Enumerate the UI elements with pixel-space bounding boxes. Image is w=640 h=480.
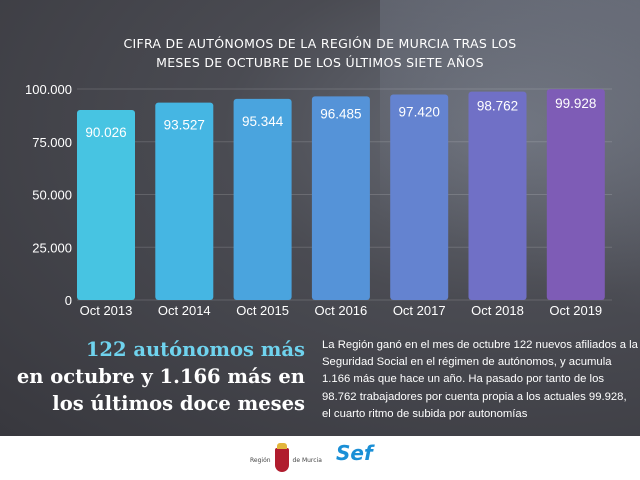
bar <box>390 94 449 300</box>
headline-line: los últimos doce meses <box>52 392 305 415</box>
bar <box>546 89 605 300</box>
y-tick-label: 100.000 <box>25 82 72 97</box>
title-line: CIFRA DE AUTÓNOMOS DE LA REGIÓN DE MURCI… <box>123 36 517 51</box>
y-tick-label: 50.000 <box>32 188 72 203</box>
bar <box>155 102 214 301</box>
data-label: 98.762 <box>477 99 518 114</box>
chart-title: CIFRA DE AUTÓNOMOS DE LA REGIÓN DE MURCI… <box>0 34 640 72</box>
x-tick-label: Oct 2019 <box>549 303 602 318</box>
data-label: 96.485 <box>320 106 361 121</box>
x-tick-label: Oct 2017 <box>393 303 446 318</box>
y-tick-label: 25.000 <box>32 240 72 255</box>
data-label: 90.026 <box>85 125 126 140</box>
data-label: 93.527 <box>164 118 205 133</box>
x-tick-label: Oct 2014 <box>158 303 211 318</box>
x-tick-label: Oct 2016 <box>315 303 368 318</box>
logo-text: de Murcia <box>292 456 322 464</box>
title-line: MESES DE OCTUBRE DE LOS ÚLTIMOS SIETE AÑ… <box>156 55 484 70</box>
bar-chart: 0 25.000 50.000 75.000 100.000 90.026 Oct 2013… <box>25 82 605 318</box>
data-label: 97.420 <box>399 104 440 119</box>
logo-text: Región <box>250 456 271 464</box>
y-tick-label: 75.000 <box>32 135 72 150</box>
headline: 122 autónomos más en octubre y 1.166 más… <box>17 336 305 417</box>
y-tick-label: 0 <box>65 293 72 308</box>
x-tick-label: Oct 2015 <box>236 303 289 318</box>
bar <box>233 98 292 300</box>
sef-logo: Sef <box>336 441 373 465</box>
region-de-murcia-logo: Región de Murcia <box>250 443 322 472</box>
crest-icon <box>274 443 289 472</box>
bar <box>468 91 527 300</box>
headline-line: 122 autónomos más <box>85 338 305 361</box>
x-tick-label: Oct 2018 <box>471 303 524 318</box>
data-label: 99.928 <box>555 96 596 111</box>
headline-line: en octubre y 1.166 más en <box>16 365 305 388</box>
x-tick-label: Oct 2013 <box>80 303 133 318</box>
footer <box>0 436 640 480</box>
body-text: La Región ganó en el mes de octubre 122 … <box>322 339 638 420</box>
bar <box>311 96 370 300</box>
data-label: 95.344 <box>242 114 284 129</box>
bar <box>77 110 135 301</box>
